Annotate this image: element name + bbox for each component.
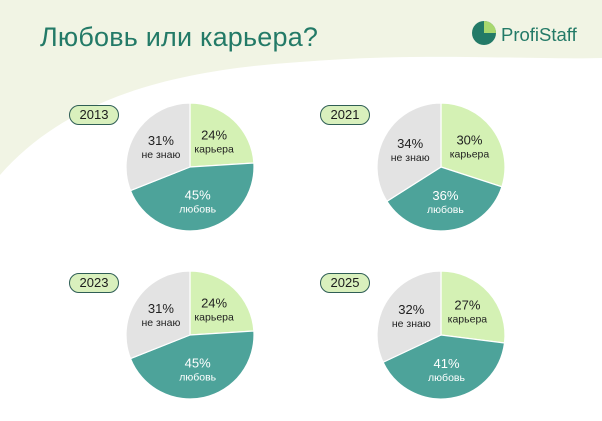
pie-slice-love (386, 166, 503, 232)
pie-panel-2025: 27% карьера 41% любовь 32% не знаю 2025 (317, 264, 517, 404)
slice-percent-love: 36% (432, 188, 458, 203)
slice-label-dont_know: не знаю (141, 317, 180, 329)
slice-percent-career: 27% (454, 298, 480, 313)
year-badge: 2023 (69, 273, 119, 293)
slice-percent-dont_know: 31% (148, 133, 174, 148)
slice-percent-love: 41% (433, 356, 459, 371)
pie-chart-2025: 27%карьера 41%любовь 32%не знаю (376, 270, 506, 400)
slice-label-career: карьера (194, 311, 234, 323)
year-badge: 2021 (320, 105, 370, 125)
pie-chart-2021: 30%карьера 36%любовь 34%не знаю (376, 102, 506, 232)
brand-logo: ProfiStaff (471, 20, 596, 48)
pie-panel-2013: 24% карьера 45% любовь 31% не знаю 2013 (66, 96, 266, 236)
slice-label-love: любовь (179, 371, 216, 383)
slice-percent-love: 45% (185, 187, 211, 202)
slice-label-dont_know: не знаю (392, 318, 431, 330)
slice-percent-career: 30% (456, 132, 482, 147)
slice-label-career: карьера (194, 143, 234, 155)
slice-label-dont_know: не знаю (141, 149, 180, 161)
slice-percent-dont_know: 34% (397, 136, 423, 151)
pie-slice-career (440, 270, 506, 344)
year-badge: 2025 (320, 273, 370, 293)
slice-label-dont_know: не знаю (391, 152, 430, 164)
pie-slice-love (382, 334, 506, 400)
slice-label-career: карьера (448, 314, 488, 326)
pie-slice-love (129, 330, 255, 400)
brand-name: ProfiStaff (501, 24, 577, 45)
slice-label-love: любовь (428, 372, 465, 384)
slice-percent-career: 24% (201, 127, 227, 142)
pie-slice-career (189, 270, 255, 336)
pie-chart-2023: 24%карьера 45%любовь 31%не знаю (125, 270, 255, 400)
pie-slice-career (440, 102, 506, 188)
pie-slice-dont_know (376, 102, 442, 203)
pie-panel-2023: 24% карьера 45% любовь 31% не знаю 2023 (66, 264, 266, 404)
slice-percent-career: 24% (201, 295, 227, 310)
pie-slice-love (129, 162, 255, 232)
pie-slice-dont_know (125, 270, 191, 360)
year-badge: 2013 (69, 105, 119, 125)
slice-percent-dont_know: 32% (398, 302, 424, 317)
page-title: Любовь или карьера? (40, 22, 319, 52)
pie-slice-dont_know (376, 270, 442, 364)
slice-percent-dont_know: 31% (148, 301, 174, 316)
slice-label-love: любовь (179, 203, 216, 215)
slice-label-career: карьера (450, 148, 490, 160)
pie-chart-2013: 24%карьера 45%любовь 31%не знаю (125, 102, 255, 232)
pie-slice-dont_know (125, 102, 191, 192)
pie-panel-2021: 30% карьера 36% любовь 34% не знаю 2021 (317, 96, 517, 236)
slice-label-love: любовь (427, 204, 464, 216)
profistaff-logo-icon (472, 21, 496, 45)
pie-slice-career (189, 102, 255, 168)
slice-percent-love: 45% (185, 355, 211, 370)
